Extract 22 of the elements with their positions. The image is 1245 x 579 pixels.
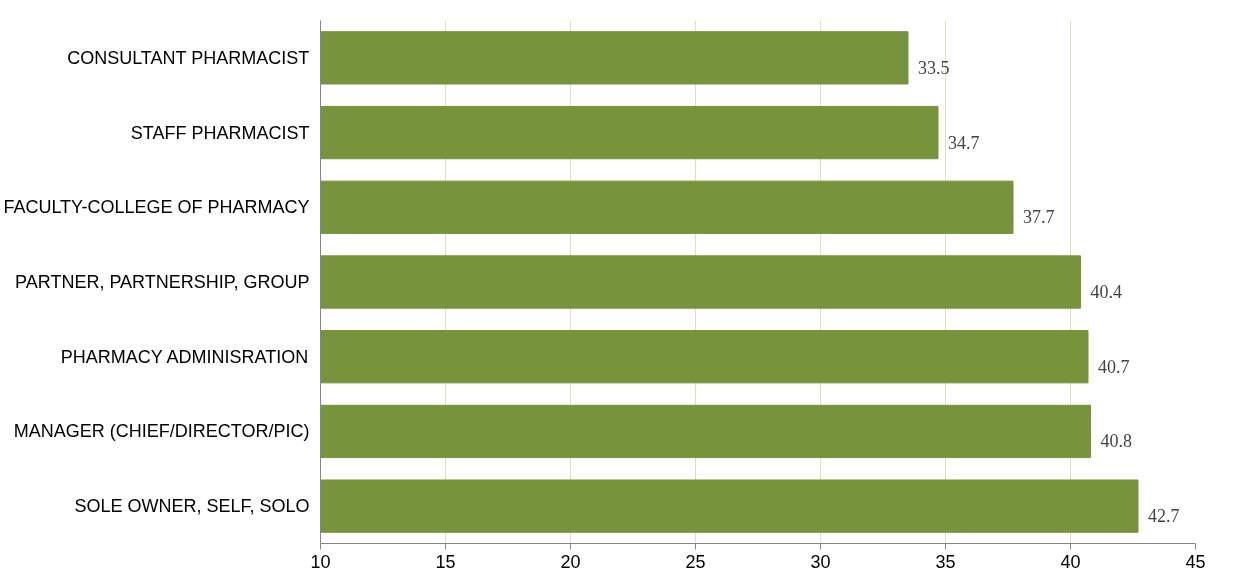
- y-tick-label: PARTNER, PARTNERSHIP, GROUP: [15, 272, 310, 292]
- y-tick-label: STAFF PHARMACIST: [130, 122, 310, 143]
- y-tick-label: PHARMACY ADMINISRATION: [60, 346, 309, 367]
- data-label: 34.7: [948, 132, 980, 153]
- y-tick-label: CONSULTANT PHARMACIST: [67, 47, 310, 68]
- data-label: 37.7: [1023, 207, 1055, 228]
- data-label: 40.7: [1098, 356, 1130, 377]
- x-tick-label: 10: [310, 551, 331, 572]
- data-label: 42.7: [1148, 506, 1180, 527]
- x-tick-label: 35: [935, 551, 956, 572]
- y-tick-label: FACULTY-COLLEGE OF PHARMACY: [3, 197, 310, 218]
- x-tick-label: 15: [435, 551, 456, 572]
- x-tick-label: 45: [1185, 551, 1206, 572]
- x-tick-label: 25: [685, 551, 706, 572]
- data-label: 33.5: [918, 57, 950, 78]
- x-tick-label: 20: [560, 551, 581, 572]
- data-label: 40.4: [1090, 282, 1122, 302]
- y-tick-label: SOLE OWNER, SELF, SOLO: [74, 496, 310, 517]
- data-label: 40.8: [1100, 431, 1132, 452]
- x-tick-label: 40: [1060, 551, 1081, 572]
- y-tick-label: MANAGER (CHIEF/DIRECTOR/PIC): [13, 421, 310, 442]
- x-tick-label: 30: [810, 551, 831, 572]
